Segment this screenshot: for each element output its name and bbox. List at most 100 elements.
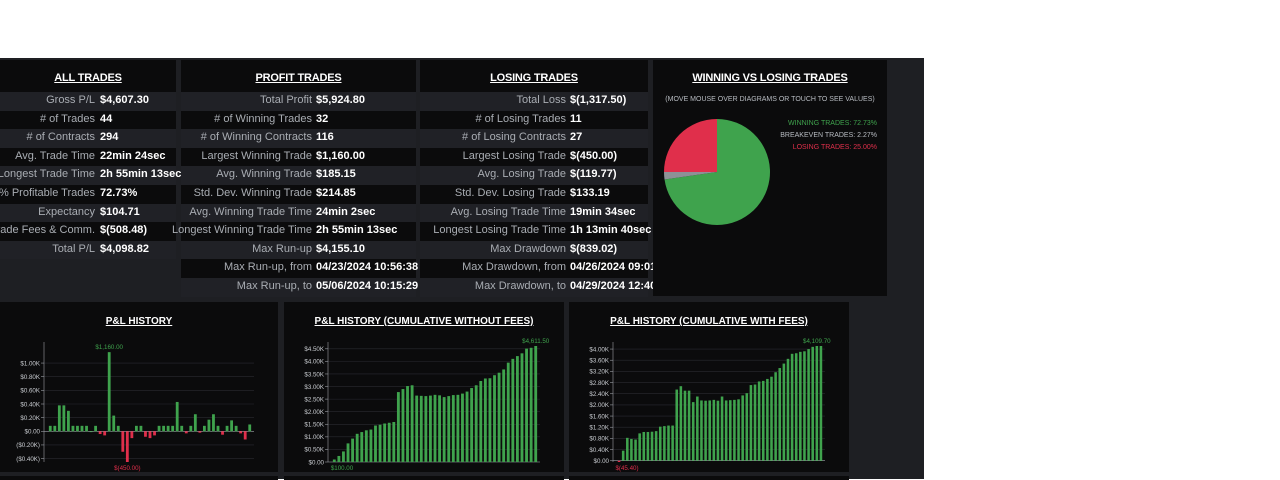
chart-bar[interactable] xyxy=(479,381,483,462)
chart-bar[interactable] xyxy=(712,399,716,461)
chart-bar[interactable] xyxy=(98,431,102,435)
chart-bar[interactable] xyxy=(470,388,474,462)
chart-bar[interactable] xyxy=(456,394,460,462)
chart-bar[interactable] xyxy=(696,396,699,461)
chart-bar[interactable] xyxy=(369,429,373,462)
chart-bar[interactable] xyxy=(799,351,802,461)
chart-bar[interactable] xyxy=(658,426,662,461)
chart-bar[interactable] xyxy=(433,394,437,462)
chart-bar[interactable] xyxy=(121,431,125,452)
chart-bar[interactable] xyxy=(406,386,409,462)
chart-bar[interactable] xyxy=(157,425,161,432)
chart-bar[interactable] xyxy=(346,443,350,462)
chart-bar[interactable] xyxy=(239,431,243,434)
chart-bar[interactable] xyxy=(646,431,650,461)
chart-bar[interactable] xyxy=(691,402,695,461)
chart-bar[interactable] xyxy=(663,426,666,461)
chart-bar[interactable] xyxy=(332,459,336,462)
chart-bar[interactable] xyxy=(193,414,197,432)
chart-bar[interactable] xyxy=(502,369,506,462)
chart-bar[interactable] xyxy=(175,401,179,432)
chart-bar[interactable] xyxy=(139,425,143,432)
chart-bar[interactable] xyxy=(483,378,487,462)
chart-bar[interactable] xyxy=(130,431,134,439)
chart-bar[interactable] xyxy=(378,424,382,462)
pie-slice-breakeven[interactable] xyxy=(664,172,717,180)
chart-bar[interactable] xyxy=(80,425,84,432)
chart-bar[interactable] xyxy=(761,380,765,461)
chart-bar[interactable] xyxy=(180,425,184,432)
chart-bar[interactable] xyxy=(729,400,732,461)
chart-bar[interactable] xyxy=(221,431,224,435)
chart-bar[interactable] xyxy=(202,425,206,432)
chart-bar[interactable] xyxy=(225,425,229,432)
chart-bar[interactable] xyxy=(243,431,247,440)
chart-bar[interactable] xyxy=(786,358,790,461)
chart-bar[interactable] xyxy=(360,432,364,462)
chart-bar[interactable] xyxy=(355,433,359,462)
chart-bar[interactable] xyxy=(374,425,377,462)
chart-bar[interactable] xyxy=(248,424,252,432)
chart-bar[interactable] xyxy=(351,438,355,462)
chart-bar[interactable] xyxy=(811,346,814,461)
chart-bar[interactable] xyxy=(424,396,428,462)
chart-bar[interactable] xyxy=(148,431,152,439)
chart-bar[interactable] xyxy=(757,381,761,461)
chart-bar[interactable] xyxy=(62,405,66,432)
chart-bar[interactable] xyxy=(442,397,446,462)
chart-bar[interactable] xyxy=(153,431,156,436)
chart-bar[interactable] xyxy=(807,349,810,461)
win-loss-pie-chart[interactable] xyxy=(661,116,773,228)
chart-bar[interactable] xyxy=(700,400,703,461)
chart-bar[interactable] xyxy=(630,438,633,461)
chart-bar[interactable] xyxy=(85,425,88,432)
pl-cumulative-with-fees-chart[interactable]: P&L HISTORY (CUMULATIVE WITH FEES) $0.00 $… xyxy=(569,302,849,472)
chart-bar[interactable] xyxy=(626,437,629,461)
chart-bar[interactable] xyxy=(144,431,147,437)
chart-bar[interactable] xyxy=(815,346,819,461)
chart-bar[interactable] xyxy=(212,414,215,432)
chart-bar[interactable] xyxy=(749,385,753,461)
chart-bar[interactable] xyxy=(410,385,414,462)
pie-slice-winning[interactable] xyxy=(664,119,770,225)
chart-bar[interactable] xyxy=(198,431,202,433)
chart-bar[interactable] xyxy=(125,431,129,462)
chart-bar[interactable] xyxy=(116,425,120,432)
chart-bar[interactable] xyxy=(687,390,691,461)
chart-bar[interactable] xyxy=(650,431,654,461)
chart-bar[interactable] xyxy=(66,410,70,432)
chart-bar[interactable] xyxy=(337,455,341,462)
chart-bar[interactable] xyxy=(230,420,234,432)
chart-bar[interactable] xyxy=(474,385,478,462)
chart-bar[interactable] xyxy=(520,353,524,462)
chart-bar[interactable] xyxy=(342,451,345,462)
chart-bar[interactable] xyxy=(704,400,707,461)
pl-cumulative-no-fees-chart[interactable]: P&L HISTORY (CUMULATIVE WITHOUT FEES) $0.… xyxy=(284,302,564,472)
chart-bar[interactable] xyxy=(621,450,625,461)
pl-history-chart[interactable]: P&L HISTORY ($0.40K) ($0.20K) $0.00 $0.20K $0… xyxy=(0,302,278,472)
chart-bar[interactable] xyxy=(766,378,769,461)
chart-bar[interactable] xyxy=(511,358,515,462)
chart-bar[interactable] xyxy=(76,425,79,432)
chart-bar[interactable] xyxy=(103,431,107,436)
chart-bar[interactable] xyxy=(654,431,658,461)
chart-bar[interactable] xyxy=(216,425,220,432)
chart-bar[interactable] xyxy=(364,430,368,462)
chart-bar[interactable] xyxy=(207,419,211,432)
chart-bar[interactable] xyxy=(675,389,679,461)
chart-bar[interactable] xyxy=(753,384,757,461)
chart-bar[interactable] xyxy=(415,395,419,462)
chart-bar[interactable] xyxy=(493,375,496,462)
chart-bar[interactable] xyxy=(683,390,687,461)
chart-bar[interactable] xyxy=(515,356,519,462)
chart-bar[interactable] xyxy=(679,386,683,461)
chart-bar[interactable] xyxy=(525,348,528,462)
chart-bar[interactable] xyxy=(794,353,798,461)
chart-bar[interactable] xyxy=(819,346,823,461)
chart-bar[interactable] xyxy=(401,389,405,462)
chart-bar[interactable] xyxy=(733,399,736,461)
chart-bar[interactable] xyxy=(89,431,93,433)
chart-bar[interactable] xyxy=(387,422,391,462)
chart-bar[interactable] xyxy=(741,395,744,461)
chart-bar[interactable] xyxy=(166,425,170,432)
